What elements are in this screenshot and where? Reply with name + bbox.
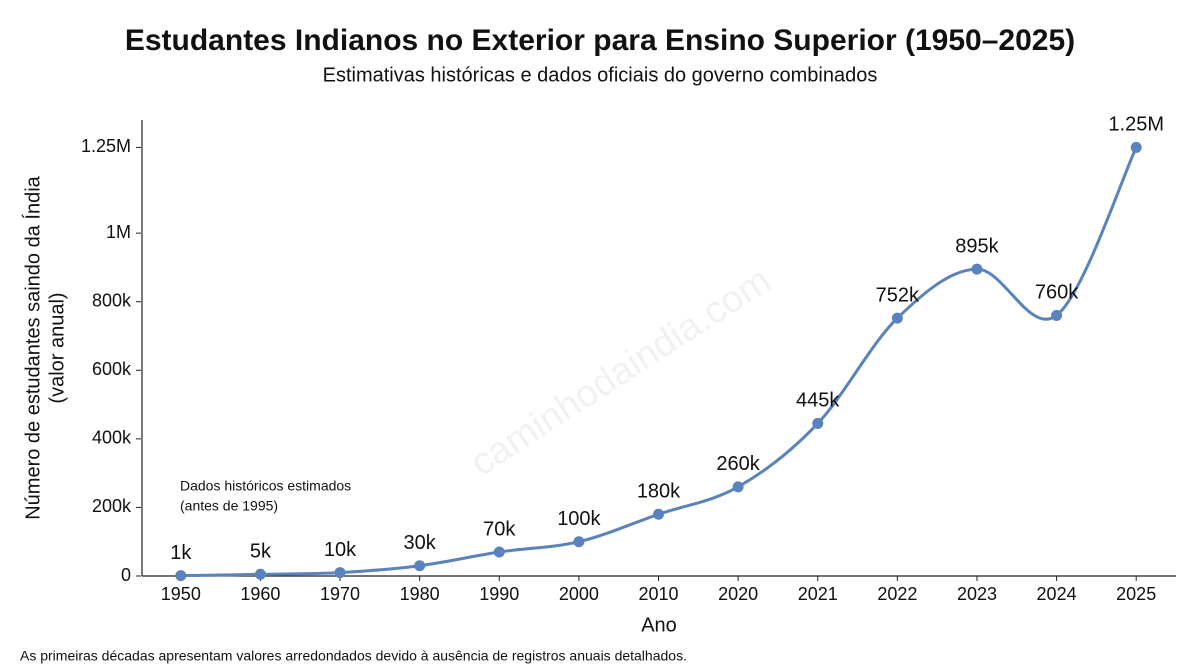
data-point bbox=[732, 481, 744, 493]
y-tick-label: 1M bbox=[106, 222, 131, 242]
data-label: 1.25M bbox=[1108, 114, 1164, 136]
data-label: 100k bbox=[557, 508, 601, 530]
chart-title: Estudantes Indianos no Exterior para Ens… bbox=[125, 24, 1075, 57]
data-label: 1k bbox=[170, 542, 192, 564]
x-tick-label: 2010 bbox=[638, 584, 678, 604]
x-tick-label: 2000 bbox=[559, 584, 599, 604]
data-label: 445k bbox=[796, 390, 840, 412]
data-point bbox=[573, 536, 585, 548]
y-tick-label: 600k bbox=[92, 359, 132, 379]
data-label: 70k bbox=[483, 518, 516, 540]
data-point bbox=[1051, 309, 1063, 321]
data-label: 180k bbox=[637, 481, 681, 503]
x-tick-label: 1960 bbox=[240, 584, 280, 604]
annotation: Dados históricos estimados bbox=[180, 478, 351, 494]
x-tick-label: 2023 bbox=[957, 584, 997, 604]
y-axis-label: (valor anual) bbox=[46, 292, 68, 403]
data-label: 5k bbox=[250, 541, 272, 563]
data-point bbox=[414, 560, 426, 572]
data-label: 30k bbox=[404, 532, 437, 554]
annotation: (antes de 1995) bbox=[180, 498, 278, 514]
y-tick-label: 0 bbox=[121, 565, 131, 585]
data-point bbox=[175, 570, 187, 582]
y-tick-label: 400k bbox=[92, 428, 132, 448]
data-point bbox=[971, 263, 983, 275]
footnote: As primeiras décadas apresentam valores … bbox=[20, 648, 687, 664]
chart-subtitle: Estimativas históricas e dados oficiais … bbox=[323, 64, 878, 86]
data-label: 760k bbox=[1035, 282, 1079, 304]
x-tick-label: 1950 bbox=[161, 584, 201, 604]
data-label: 752k bbox=[876, 284, 920, 306]
x-axis-label: Ano bbox=[641, 614, 677, 636]
y-tick-label: 800k bbox=[92, 290, 132, 310]
y-tick-label: 200k bbox=[92, 496, 132, 516]
data-point bbox=[254, 568, 266, 580]
data-label: 260k bbox=[716, 453, 760, 475]
data-point bbox=[891, 312, 903, 324]
x-tick-label: 2025 bbox=[1116, 584, 1156, 604]
x-tick-label: 2022 bbox=[877, 584, 917, 604]
x-tick-label: 1970 bbox=[320, 584, 360, 604]
y-axis-label: Número de estudantes saindo da Índia bbox=[21, 175, 44, 519]
y-tick-label: 1.25M bbox=[81, 136, 131, 156]
x-tick-label: 2024 bbox=[1037, 584, 1077, 604]
data-point bbox=[653, 508, 664, 520]
data-point bbox=[334, 567, 346, 579]
data-label: 895k bbox=[955, 235, 999, 257]
x-tick-label: 1980 bbox=[400, 584, 440, 604]
x-tick-label: 1990 bbox=[479, 584, 519, 604]
x-tick-label: 2021 bbox=[798, 584, 838, 604]
line bbox=[180, 146, 1138, 578]
data-point bbox=[812, 417, 824, 429]
data-point bbox=[493, 546, 505, 558]
x-tick-label: 2020 bbox=[718, 584, 758, 604]
data-label: 10k bbox=[324, 539, 357, 561]
data-point bbox=[1130, 141, 1142, 153]
